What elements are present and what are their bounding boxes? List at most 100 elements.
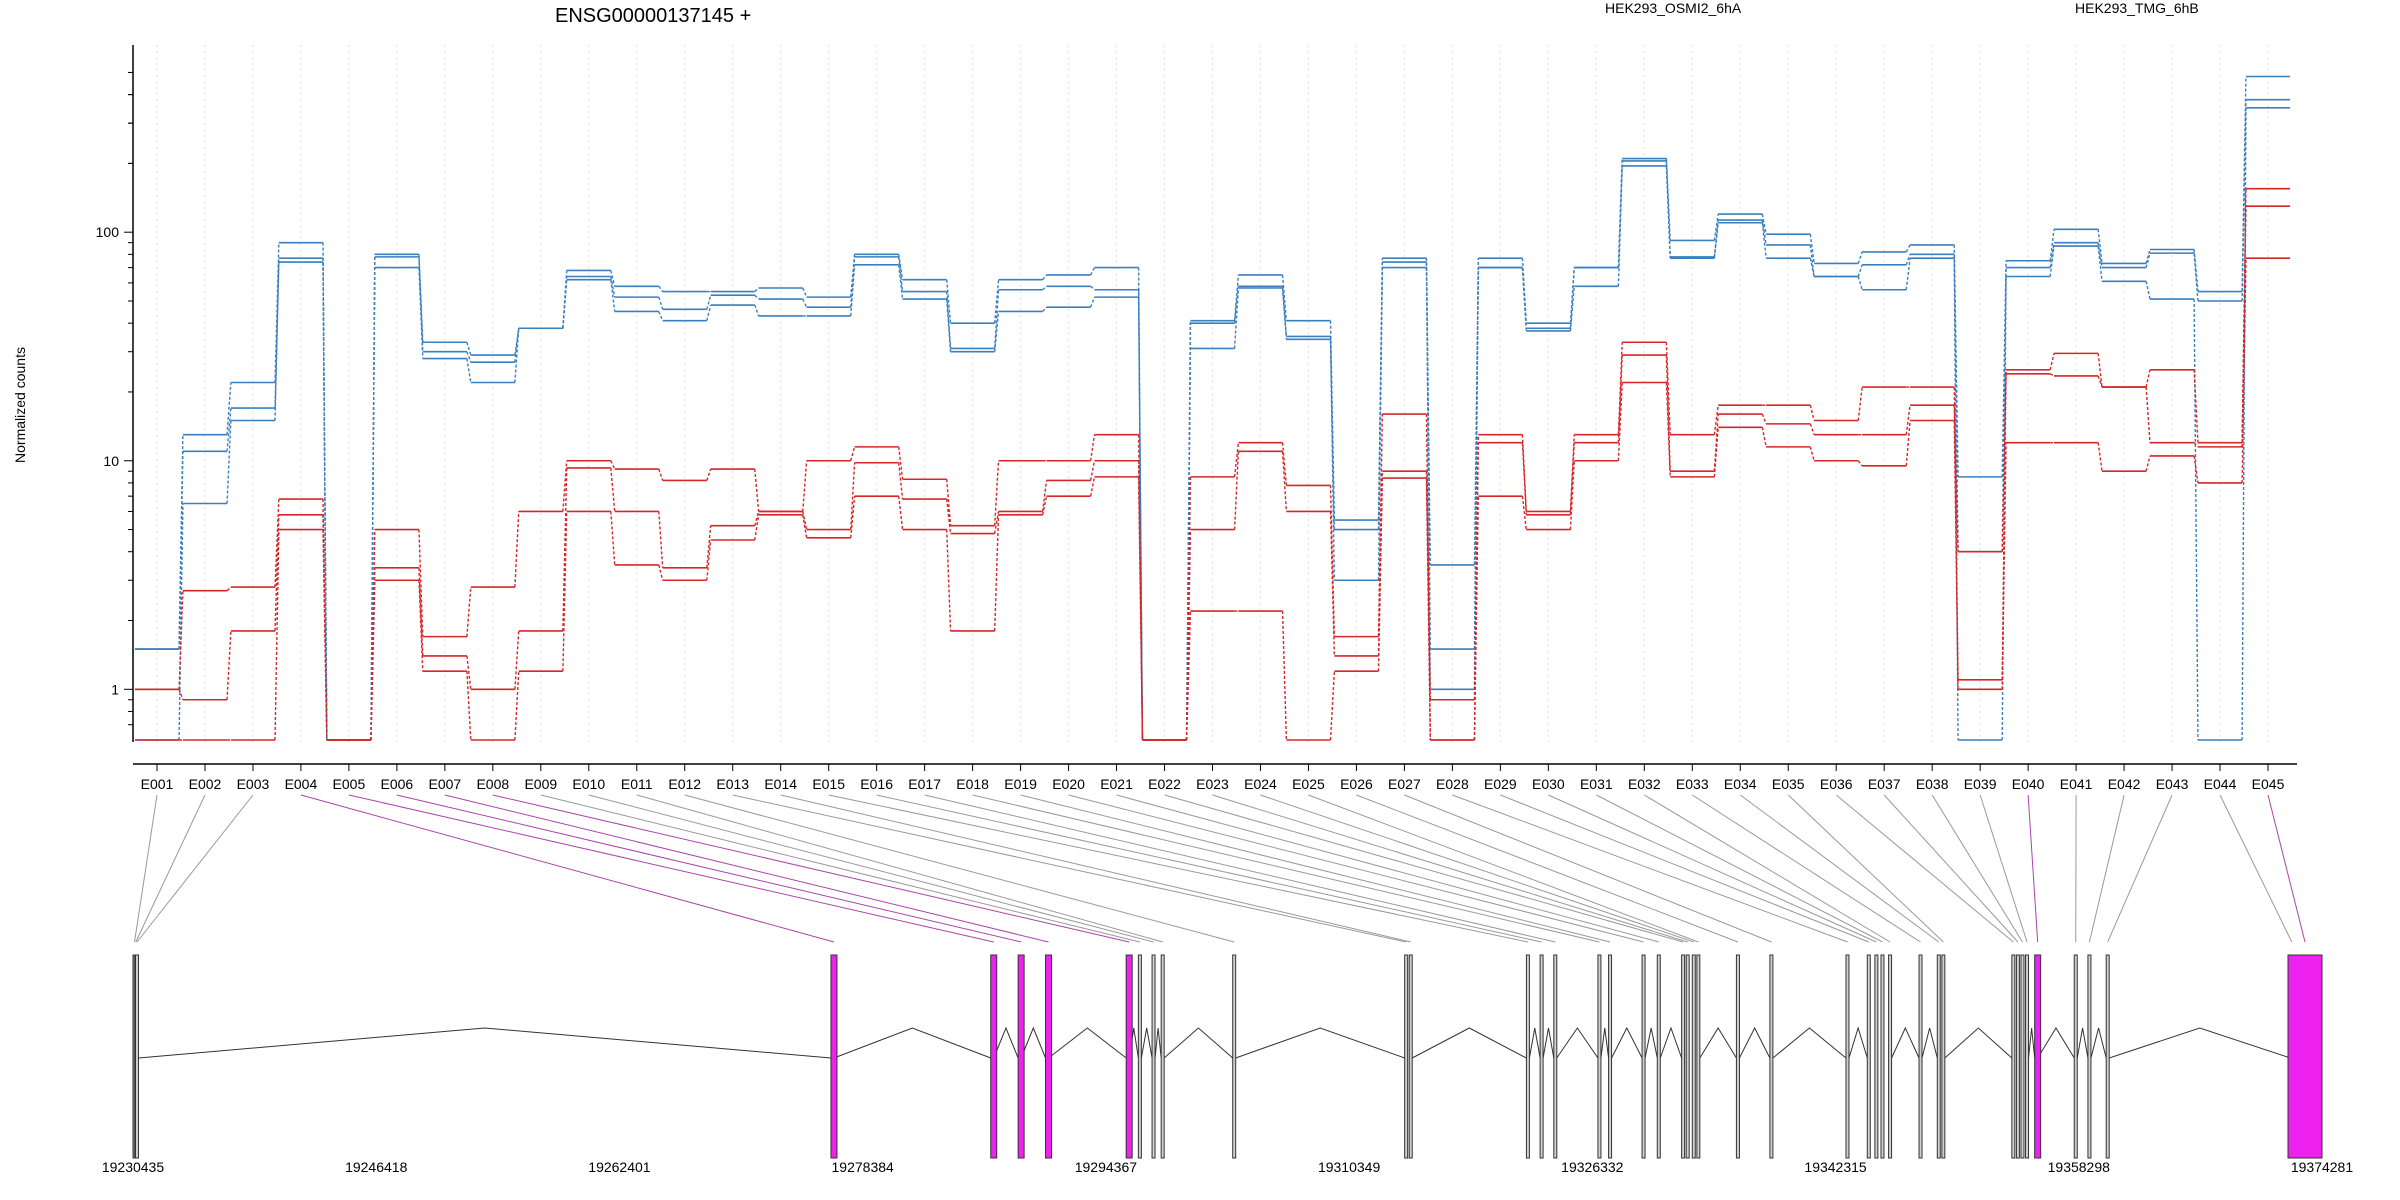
intron <box>1020 1026 1046 1059</box>
exon-E035 <box>1941 954 1946 1159</box>
x-tick-label: E040 <box>2012 776 2045 792</box>
exon-E007 <box>1045 954 1053 1159</box>
exon-E012 <box>1232 954 1237 1159</box>
intron <box>993 1026 1019 1059</box>
chart-title: ENSG00000137145 + <box>555 5 751 27</box>
x-tick-label: E042 <box>2108 776 2141 792</box>
x-tick-label: E020 <box>1052 776 1085 792</box>
connector-line <box>135 794 206 943</box>
connector-line <box>972 794 1600 943</box>
connector-line <box>1308 794 1699 943</box>
x-tick-label: E028 <box>1436 776 1469 792</box>
exon-E024 <box>1691 954 1696 1159</box>
connector-line <box>1787 794 1944 943</box>
exon-E022 <box>1681 954 1686 1159</box>
connector-line <box>1835 794 2014 943</box>
connector-line <box>1452 794 1848 943</box>
x-tick-label: E005 <box>333 776 366 792</box>
exon-E011 <box>1160 954 1165 1159</box>
exon-E026 <box>1735 954 1740 1159</box>
connector-line <box>2219 794 2293 943</box>
x-tick-label: E025 <box>1292 776 1325 792</box>
x-tick-label: E038 <box>1916 776 1949 792</box>
coordinate-label: 19326332 <box>1561 1159 1624 1175</box>
intron <box>833 1027 991 1059</box>
connector-line <box>348 794 994 943</box>
x-tick-label: E030 <box>1532 776 1565 792</box>
connector-line <box>732 794 1407 943</box>
exon-E040 <box>2034 954 2042 1159</box>
exon-E016 <box>1539 954 1544 1159</box>
intron <box>1772 1027 1847 1059</box>
x-tick-label: E018 <box>956 776 989 792</box>
x-tick-label: E022 <box>1148 776 1181 792</box>
exon-E036 <box>2011 954 2016 1159</box>
exon-E041 <box>2073 954 2078 1159</box>
connector-line <box>134 794 158 943</box>
x-tick-label: E023 <box>1196 776 1229 792</box>
connector-line <box>1644 794 1891 943</box>
connector-line <box>1739 794 1940 943</box>
x-tick-label: E037 <box>1868 776 1901 792</box>
exon-E020 <box>1641 954 1646 1159</box>
exon-E019 <box>1608 954 1613 1159</box>
coordinate-label: 19230435 <box>102 1159 165 1175</box>
exon-E039 <box>2025 954 2030 1159</box>
exon-E023 <box>1685 954 1690 1159</box>
intron <box>1528 1027 1541 1059</box>
x-tick-label: E019 <box>1004 776 1037 792</box>
x-tick-label: E024 <box>1244 776 1277 792</box>
exon-E043 <box>2105 954 2110 1159</box>
intron <box>2028 1027 2036 1059</box>
x-tick-label: E015 <box>812 776 845 792</box>
x-tick-label: E007 <box>429 776 462 792</box>
x-tick-label: E036 <box>1820 776 1853 792</box>
exon-E010 <box>1151 954 1156 1159</box>
x-tick-label: E001 <box>141 776 174 792</box>
intron <box>2109 1027 2291 1059</box>
exon-E018 <box>1597 954 1602 1159</box>
y-tick-label: 1 <box>111 681 119 697</box>
exon-E013 <box>1404 954 1409 1159</box>
intron <box>1600 1027 1610 1059</box>
connector-line <box>1883 794 2019 943</box>
x-tick-label: E021 <box>1100 776 1133 792</box>
coordinate-label: 19342315 <box>1804 1159 1867 1175</box>
exon-E028 <box>1845 954 1850 1159</box>
x-tick-label: E029 <box>1484 776 1517 792</box>
legend-entry-osmi2: HEK293_OSMI2_6hA <box>1605 0 1742 16</box>
exon-E006 <box>1017 954 1025 1159</box>
exon-E031 <box>1880 954 1885 1159</box>
exon-E042 <box>2087 954 2092 1159</box>
connector-line <box>1500 794 1869 943</box>
connector-line <box>588 794 1154 943</box>
y-tick-label: 10 <box>103 453 119 469</box>
series-connector <box>179 258 2247 741</box>
x-tick-label: E045 <box>2252 776 2285 792</box>
series-HEK293_TMG_6hB <box>134 107 2291 741</box>
connector-line <box>1260 794 1694 943</box>
exon-connector-lines <box>134 794 2306 943</box>
connector-line <box>2107 794 2173 943</box>
coordinate-label: 19278384 <box>832 1159 895 1175</box>
intron <box>1891 1026 1920 1059</box>
exon-E008 <box>1125 954 1133 1159</box>
series-layer <box>134 75 2291 741</box>
exon-E015 <box>1525 954 1530 1159</box>
vertical-grid <box>156 45 2269 742</box>
connector-line <box>1931 794 2023 943</box>
intron <box>2076 1027 2089 1059</box>
connector-line <box>540 794 1140 943</box>
exon-E032 <box>1888 954 1893 1159</box>
connector-line <box>1548 794 1877 943</box>
x-tick-label: E039 <box>1964 776 1997 792</box>
series-connector <box>178 107 2247 741</box>
intron <box>1048 1027 1127 1059</box>
connector-line <box>876 794 1542 943</box>
x-tick-label: E031 <box>1580 776 1613 792</box>
intron <box>1556 1027 1599 1059</box>
connector-line <box>1404 794 1772 943</box>
intron <box>2037 1027 2075 1059</box>
connector-line <box>1692 794 1921 943</box>
